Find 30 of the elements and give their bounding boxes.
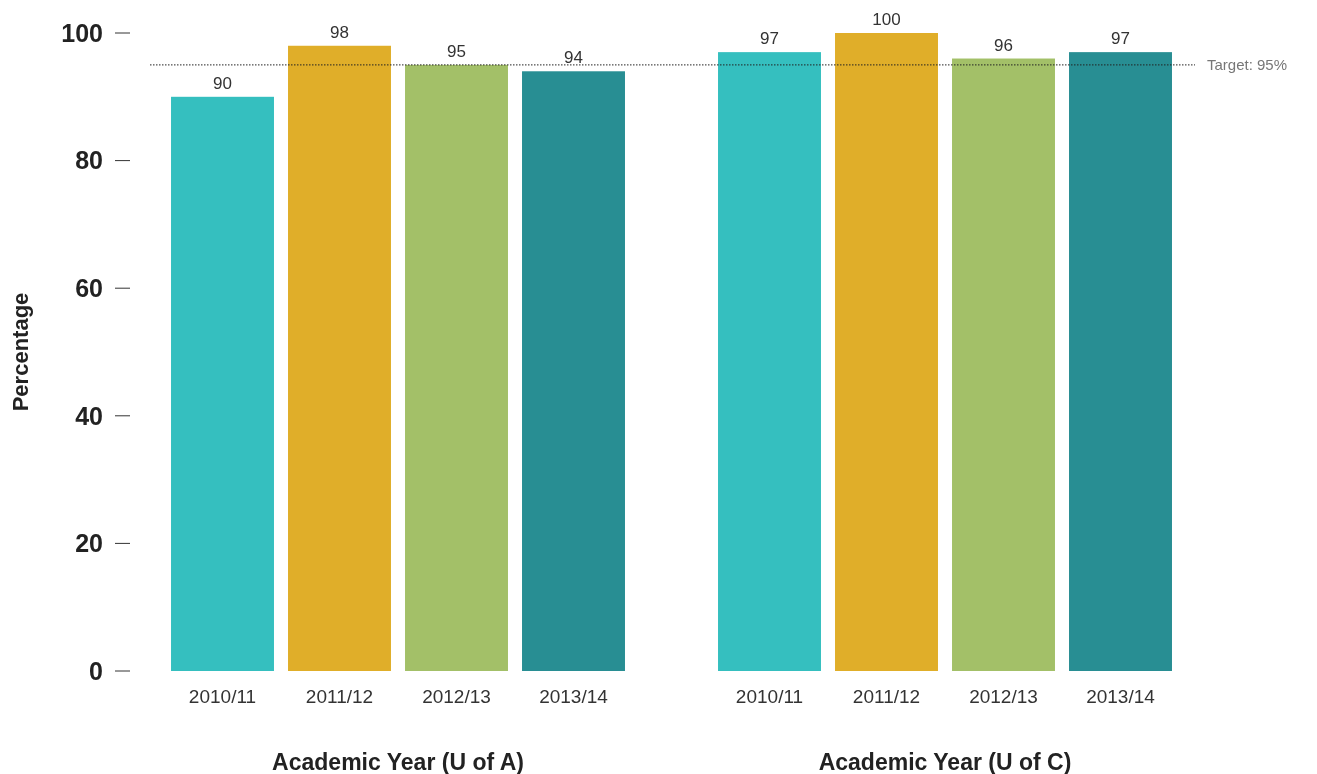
y-tick-label: 80 [75, 146, 103, 175]
y-axis-title: Percentage [8, 292, 33, 412]
y-tick-label: 20 [75, 529, 103, 558]
x-axis-title: Academic Year (U of A) [272, 749, 524, 774]
y-tick-label: 100 [61, 18, 103, 47]
data-label: 94 [564, 48, 583, 68]
x-axis-title: Academic Year (U of C) [818, 749, 1072, 774]
bar [288, 45, 391, 671]
data-label: 95 [447, 41, 466, 61]
x-tick-label: 2013/14 [539, 686, 609, 707]
data-label: 96 [994, 35, 1013, 55]
y-tick-label: 40 [75, 401, 103, 430]
x-tick-label: 2012/13 [422, 686, 491, 707]
x-tick-label: 2010/11 [735, 686, 804, 707]
data-label: 97 [1111, 29, 1130, 49]
bar [522, 71, 625, 671]
bar [171, 96, 274, 671]
y-tick-label: 60 [75, 273, 103, 302]
x-tick-label: 2013/14 [1086, 686, 1156, 707]
x-tick-label: 2010/11 [188, 686, 257, 707]
data-label: 98 [330, 22, 349, 42]
data-label: 90 [213, 73, 232, 93]
x-tick-label: 2011/12 [305, 686, 374, 707]
y-tick-label: 0 [89, 656, 103, 685]
bar [405, 64, 508, 671]
x-tick-label: 2012/13 [969, 686, 1038, 707]
ref-line-label: Target: 95% [1207, 56, 1288, 74]
data-label: 97 [760, 29, 779, 49]
data-label: 100 [872, 10, 901, 29]
x-tick-label: 2011/12 [852, 686, 921, 707]
